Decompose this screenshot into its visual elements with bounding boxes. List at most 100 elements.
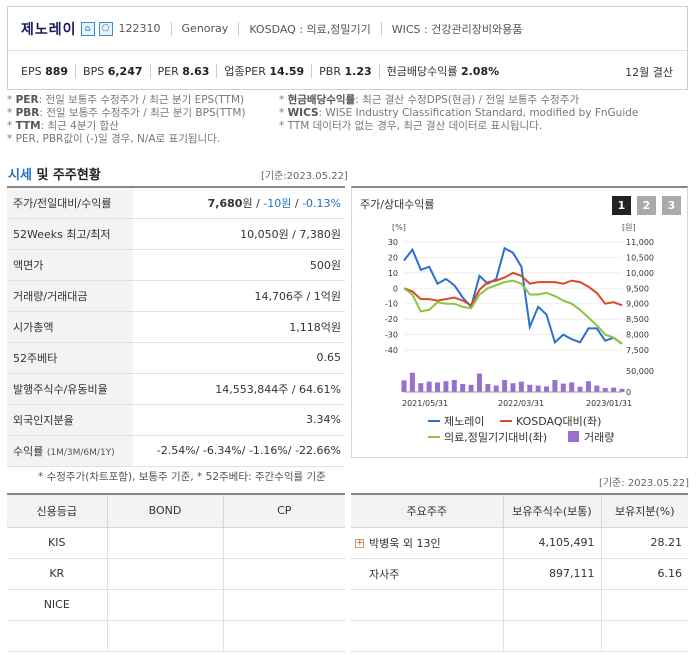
series-line bbox=[403, 271, 623, 307]
divider bbox=[149, 64, 151, 78]
volume-bar bbox=[611, 387, 617, 392]
y-right-tick-label: 10,500 bbox=[626, 253, 654, 262]
agency-name: KR bbox=[7, 558, 107, 590]
holder-pct bbox=[600, 589, 688, 621]
price-value: 7,680원 / -10원 / -0.13% bbox=[133, 186, 345, 219]
y-right-tick-label: 8,000 bbox=[626, 331, 649, 340]
chart-tabs: 1 2 3 bbox=[612, 196, 681, 215]
note-ttm: * TTM: 최근 4분기 합산 bbox=[7, 120, 119, 132]
row-label: 시가총액 bbox=[7, 311, 133, 343]
holder-shares: 897,111 bbox=[502, 558, 601, 590]
volume-bar bbox=[451, 380, 457, 392]
english-name: Genoray bbox=[181, 22, 229, 35]
chart-tab-3[interactable]: 3 bbox=[662, 196, 681, 215]
table-row bbox=[351, 589, 688, 621]
volume-bar bbox=[443, 381, 449, 392]
legend-label: 거래량 bbox=[584, 431, 614, 444]
chart-panel: 주가/상대수익률 1 2 3 [%] [원] 30 20 10 0 -10 -20 -30 -40… bbox=[351, 186, 688, 458]
volume-bar bbox=[552, 380, 558, 392]
volume-bar bbox=[485, 384, 491, 392]
home-icon[interactable]: ⌂ bbox=[80, 21, 95, 36]
holder-pct bbox=[600, 620, 688, 652]
y-right-tick-label: 9,500 bbox=[626, 284, 649, 293]
volume-bar bbox=[577, 386, 583, 392]
cp-rating bbox=[222, 589, 345, 621]
company-name[interactable]: 제노레이 bbox=[21, 21, 77, 38]
col-header: 보유주식수(보통) bbox=[502, 493, 601, 528]
returns-value: -2.54%/ -6.34%/ -1.16%/ -22.66% bbox=[133, 435, 345, 467]
chart-title: 주가/상대수익률 bbox=[360, 198, 435, 211]
holder-name[interactable]: + 박병욱 외 13인 bbox=[351, 527, 503, 559]
chart-tab-1[interactable]: 1 bbox=[612, 196, 631, 215]
volume-tick-label: 50,000 bbox=[626, 367, 654, 376]
legend-label: 의료,정밀기기대비(좌) bbox=[444, 431, 547, 444]
divider bbox=[380, 21, 382, 36]
wics-info: WICS : 건강관리장비와용품 bbox=[391, 22, 523, 36]
expand-icon[interactable]: + bbox=[355, 538, 364, 548]
volume-bar bbox=[476, 373, 482, 392]
holder-pct: 6.16 bbox=[600, 558, 688, 590]
row-label: 외국인지분율 bbox=[7, 404, 133, 436]
volume-bar bbox=[493, 385, 499, 392]
table-row: NICE bbox=[7, 589, 345, 621]
holders-date: [기준: 2023.05.22] bbox=[598, 478, 689, 489]
table-header-row: 주요주주 보유주식수(보통) 보유지분(%) bbox=[351, 493, 688, 528]
y-left-tick-label: 20 bbox=[388, 253, 398, 262]
x-tick-label: 2022/03/31 bbox=[498, 399, 544, 408]
divider bbox=[75, 64, 77, 78]
y-right-tick-label: 10,000 bbox=[626, 269, 654, 278]
y-left-tick-label: -20 bbox=[385, 315, 398, 324]
metric-sector-per: 업종PER 14.59 bbox=[224, 65, 305, 78]
table-row: 시가총액 1,118억원 bbox=[7, 311, 345, 343]
volume-bar bbox=[409, 372, 415, 392]
building-icon[interactable]: ⎔ bbox=[98, 21, 113, 36]
table-row: 52Weeks 최고/최저 10,050원 / 7,380원 bbox=[7, 218, 345, 250]
metric-pbr: PBR 1.23 bbox=[319, 64, 372, 78]
col-header: 보유지분(%) bbox=[600, 493, 688, 528]
note-dividend: * 현금배당수익률: 최근 결산 수정DPS(현금) / 전일 보통주 수정주가 bbox=[279, 94, 580, 106]
holder-name bbox=[351, 589, 503, 621]
table-row: + 박병욱 외 13인 4,105,491 28.21 bbox=[351, 527, 688, 559]
note-per: * PER: 전일 보통주 수정주가 / 최근 분기 EPS(TTM) bbox=[7, 94, 245, 106]
row-label: 수익률 (1M/3M/6M/1Y) bbox=[7, 435, 133, 467]
bond-rating bbox=[106, 558, 223, 590]
header-top-row: 제노레이 ⌂ ⎔ 122310 Genoray KOSDAQ : 의료,정밀기기… bbox=[8, 7, 687, 51]
legend-label: KOSDAQ대비(좌) bbox=[516, 415, 601, 428]
bond-rating bbox=[106, 589, 223, 621]
table-header-row: 신용등급 BOND CP bbox=[7, 493, 345, 528]
row-label: 52Weeks 최고/최저 bbox=[7, 218, 133, 250]
metric-per: PER 8.63 bbox=[157, 64, 210, 78]
chart-tab-2[interactable]: 2 bbox=[637, 196, 656, 215]
volume-bar bbox=[594, 385, 600, 392]
volume-bar bbox=[560, 383, 566, 392]
holder-pct: 28.21 bbox=[600, 527, 688, 559]
legend-swatch bbox=[568, 431, 579, 442]
table-row: 발행주식수/유동비율 14,553,844주 / 64.61% bbox=[7, 373, 345, 405]
table-row: 52주베타 0.65 bbox=[7, 342, 345, 374]
legend-label: 제노레이 bbox=[444, 415, 484, 428]
table-row: KIS bbox=[7, 527, 345, 559]
metric-dividend-yield: 현금배당수익률 2.08% bbox=[386, 65, 500, 78]
volume-bar bbox=[468, 384, 474, 392]
row-value: 3.34% bbox=[133, 404, 345, 436]
y-left-tick-label: -10 bbox=[385, 300, 398, 309]
y-left-tick-label: 0 bbox=[393, 284, 398, 293]
table-row: 거래량/거래대금 14,706주 / 1억원 bbox=[7, 280, 345, 312]
holder-name: 자사주 bbox=[351, 558, 503, 590]
price-chart: [%] [원] 30 20 10 0 -10 -20 -30 -40 11,000 10,500 10,… bbox=[385, 223, 654, 444]
row-value: 14,706주 / 1억원 bbox=[133, 280, 345, 312]
volume-bar bbox=[585, 381, 591, 392]
note-pbr: * PBR: 전일 보통주 수정주가 / 최근 분기 BPS(TTM) bbox=[7, 107, 246, 119]
table-row: 수익률 (1M/3M/6M/1Y) -2.54%/ -6.34%/ -1.16%… bbox=[7, 435, 345, 467]
col-header: CP bbox=[222, 493, 345, 528]
row-label: 주가/전일대비/수익률 bbox=[7, 186, 133, 219]
metric-eps: EPS 889 bbox=[21, 64, 69, 78]
volume-bar bbox=[535, 385, 541, 392]
left-unit-label: [%] bbox=[392, 223, 406, 232]
col-header: 주요주주 bbox=[351, 493, 503, 528]
table-row: KR bbox=[7, 558, 345, 590]
stock-code: 122310 bbox=[118, 22, 161, 35]
volume-bar bbox=[401, 380, 407, 392]
divider bbox=[216, 64, 218, 78]
volume-bar bbox=[527, 384, 533, 392]
